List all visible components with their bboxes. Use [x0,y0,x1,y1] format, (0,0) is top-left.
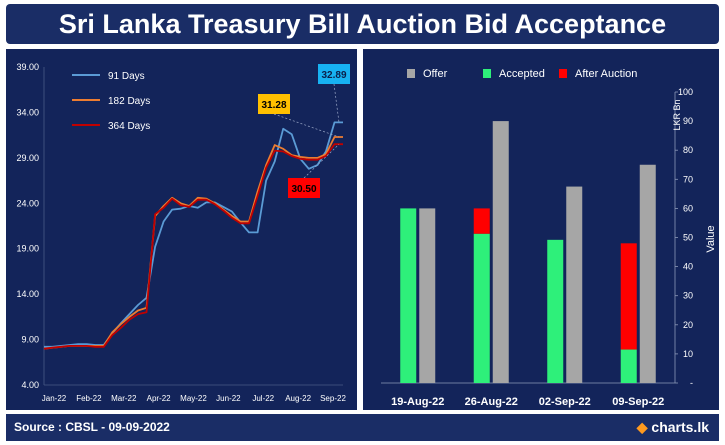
callout-box [258,94,290,114]
legend-swatch [559,69,567,78]
y-tick-label: 14.00 [16,289,39,299]
x-tick-label: Jan-22 [42,394,67,403]
title-bar: Sri Lanka Treasury Bill Auction Bid Acce… [6,4,719,44]
y-tick-label: 20 [683,320,693,330]
y-tick-label: 10 [683,349,693,359]
callout-box [288,178,320,198]
bar-offer [566,186,583,383]
unit-label: LKR Bn [672,99,682,130]
callout-label: 31.28 [261,100,286,111]
y-tick-label: 34.00 [16,107,39,117]
series-line-182-days [43,136,343,350]
y-tick-label: 70 [683,174,693,184]
legend-swatch [483,69,491,78]
footer-bar: Source : CBSL - 09-09-2022 ◆ charts.lk [6,414,719,441]
y-tick-label: 90 [683,116,693,126]
y-tick-label: 29.00 [16,153,39,163]
legend-label: Accepted [499,68,545,80]
bar-offer [492,121,509,383]
y-tick-label: 80 [683,145,693,155]
x-tick-label: 02-Sep-22 [539,396,591,408]
brand-icon: ◆ [636,419,648,435]
y-tick-label: 4.00 [21,380,39,390]
bar-accepted [473,233,490,383]
callout-box [318,64,350,84]
bar-after-auction [473,208,490,234]
callout-leader [333,83,340,123]
x-tick-label: Feb-22 [76,394,102,403]
x-tick-label: May-22 [180,394,207,403]
legend-label: Offer [423,68,448,80]
callout-label: 30.50 [291,184,316,195]
brand-name: charts.lk [651,419,709,435]
x-tick-label: Apr-22 [147,394,172,403]
x-tick-label: 09-Sep-22 [612,396,664,408]
x-tick-label: 19-Aug-22 [391,396,444,408]
callout-leader [273,113,340,138]
y-axis-title: Value [705,225,717,252]
bar-accepted [620,349,637,383]
y-tick-label: 30 [683,291,693,301]
callout-label: 32.89 [321,70,346,81]
y-tick-label: 40 [683,262,693,272]
x-tick-label: Jul-22 [252,394,274,403]
legend-swatch [407,69,415,78]
bar-offer [419,208,436,383]
y-tick-label: 100 [678,87,693,97]
legend-label: 182 Days [108,96,150,107]
y-tick-label: 39.00 [16,62,39,72]
brand-logo: ◆ charts.lk [637,414,709,441]
x-tick-label: Jun-22 [216,394,241,403]
callout-leader [303,143,340,179]
legend-label: 364 Days [108,121,150,132]
y-tick-label: 24.00 [16,198,39,208]
series-line-364-days [43,143,343,350]
bar-accepted [547,239,564,383]
legend-label: 91 Days [108,71,145,82]
yield-line-chart: 4.00 9.00 14.00 19.00 24.00 29.00 34.00 39.00 Ja… [16,62,350,403]
y-tick-label: 60 [683,203,693,213]
bid-bar-chart: - 10 20 30 40 50 60 70 80 90 100 LKR Bn Value 19-Aug-… [381,68,717,408]
y-tick-label: 50 [683,233,693,243]
series-line-91-days [44,121,343,348]
source-note: Source : CBSL - 09-09-2022 [14,420,170,434]
y-tick-label: - [690,378,693,388]
y-tick-label: 19.00 [16,244,39,254]
x-tick-label: Sep-22 [320,394,346,403]
bar-offer [639,164,656,383]
line-chart-panel: 4.00 9.00 14.00 19.00 24.00 29.00 34.00 39.00 Ja… [6,49,357,410]
bar-after-auction [620,243,637,350]
y-tick-label: 9.00 [21,335,39,345]
legend-label: After Auction [575,68,637,80]
bar-chart-panel: - 10 20 30 40 50 60 70 80 90 100 LKR Bn Value 19-Aug-… [363,49,719,410]
x-tick-label: Aug-22 [285,394,311,403]
x-tick-label: 26-Aug-22 [465,396,518,408]
x-tick-label: Mar-22 [111,394,137,403]
bar-accepted [400,208,417,383]
page-title: Sri Lanka Treasury Bill Auction Bid Acce… [58,9,667,39]
